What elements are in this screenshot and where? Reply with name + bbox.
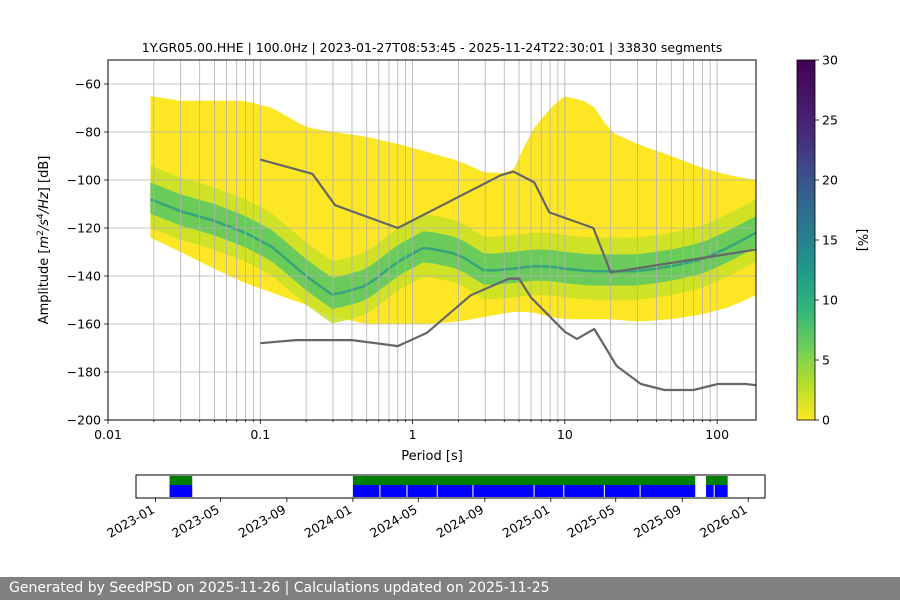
footer-text: Generated by SeedPSD on 2025-11-26 | Cal… <box>9 580 550 596</box>
timeline-tick-label: 2025-05 <box>564 502 617 541</box>
footer-bar: Generated by SeedPSD on 2025-11-26 | Cal… <box>0 577 900 600</box>
x-axis-label: Period [s] <box>401 449 463 464</box>
psd-mode-ridge <box>149 198 757 296</box>
coverage-segment-upper <box>706 476 728 485</box>
y-tick-label: −180 <box>67 365 101 380</box>
y-axis-ticks: −60 −80 −100 −120 −140 −160 −180 −200 <box>67 77 108 428</box>
x-tick-label: 0.01 <box>94 427 122 442</box>
timeline-tick-label: 2025-09 <box>631 502 684 541</box>
x-tick-label: 100 <box>705 427 729 442</box>
timeline-tick-label: 2026-01 <box>697 502 750 541</box>
timeline-tick-label: 2023-01 <box>104 502 157 541</box>
plot-frame <box>107 59 757 421</box>
timeline-tick-label: 2023-05 <box>169 502 222 541</box>
colorbar-tick-label: 20 <box>822 173 838 188</box>
y-tick-label: −200 <box>67 413 101 428</box>
noise-model-lines <box>260 158 757 392</box>
psd-figure: 1Y.GR05.00.HHE | 100.0Hz | 2023-01-27T08… <box>36 40 869 541</box>
colorbar-tick-label: 25 <box>822 113 838 128</box>
coverage-segment-lower <box>706 485 728 497</box>
colorbar-tick-label: 15 <box>822 233 838 248</box>
x-axis-ticks: 0.01 0.1 1 10 100 <box>94 420 729 442</box>
colorbar-ticks: 0 5 10 15 20 25 30 <box>815 53 838 428</box>
y-tick-label: −140 <box>67 269 101 284</box>
y-tick-label: −120 <box>67 221 101 236</box>
y-axis-label: Amplitude [m2/s4/Hz] [dB] <box>36 156 52 325</box>
x-tick-label: 1 <box>409 427 417 442</box>
timeline-tick-label: 2024-01 <box>302 502 355 541</box>
timeline-tick-label: 2024-05 <box>367 502 420 541</box>
timeline-frame <box>135 474 766 499</box>
low-noise-model-line <box>260 277 757 392</box>
data-coverage-timeline: 2023-01 2023-05 2023-09 2024-01 2024-05 2024-… <box>104 474 766 541</box>
x-tick-label: 0.1 <box>250 427 270 442</box>
colorbar-label: [%] <box>854 229 869 252</box>
high-noise-model-line <box>260 158 757 274</box>
colorbar-tick-label: 10 <box>822 293 838 308</box>
timeline-ticks: 2023-01 2023-05 2023-09 2024-01 2024-05 2024-… <box>104 498 750 541</box>
coverage-segment-lower <box>352 485 696 497</box>
timeline-tick-label: 2024-09 <box>434 502 487 541</box>
timeline-tick-label: 2025-01 <box>500 502 553 541</box>
coverage-segments <box>169 476 728 497</box>
timeline-tick-label: 2023-09 <box>236 502 289 541</box>
colorbar-tick-label: 30 <box>822 53 838 68</box>
y-tick-label: −100 <box>67 173 101 188</box>
grid-lines <box>107 60 756 421</box>
coverage-segment-upper <box>169 476 193 485</box>
x-tick-label: 10 <box>557 427 573 442</box>
y-tick-label: −60 <box>75 77 101 92</box>
chart-title: 1Y.GR05.00.HHE | 100.0Hz | 2023-01-27T08… <box>142 40 722 55</box>
coverage-segment-upper <box>352 476 696 485</box>
psd-plot: 0.01 0.1 1 10 100 −60 −80 −100 −120 −140 −160 −180… <box>36 59 757 464</box>
colorbar-tick-label: 0 <box>822 413 830 428</box>
psd-density <box>149 96 757 324</box>
colorbar: 0 5 10 15 20 25 30 [%] <box>796 53 869 428</box>
y-tick-label: −80 <box>75 125 101 140</box>
colorbar-scale <box>796 59 816 421</box>
y-tick-label: −160 <box>67 317 101 332</box>
psd-core <box>150 182 756 309</box>
colorbar-tick-label: 5 <box>822 353 830 368</box>
coverage-segment-lower <box>169 485 193 497</box>
